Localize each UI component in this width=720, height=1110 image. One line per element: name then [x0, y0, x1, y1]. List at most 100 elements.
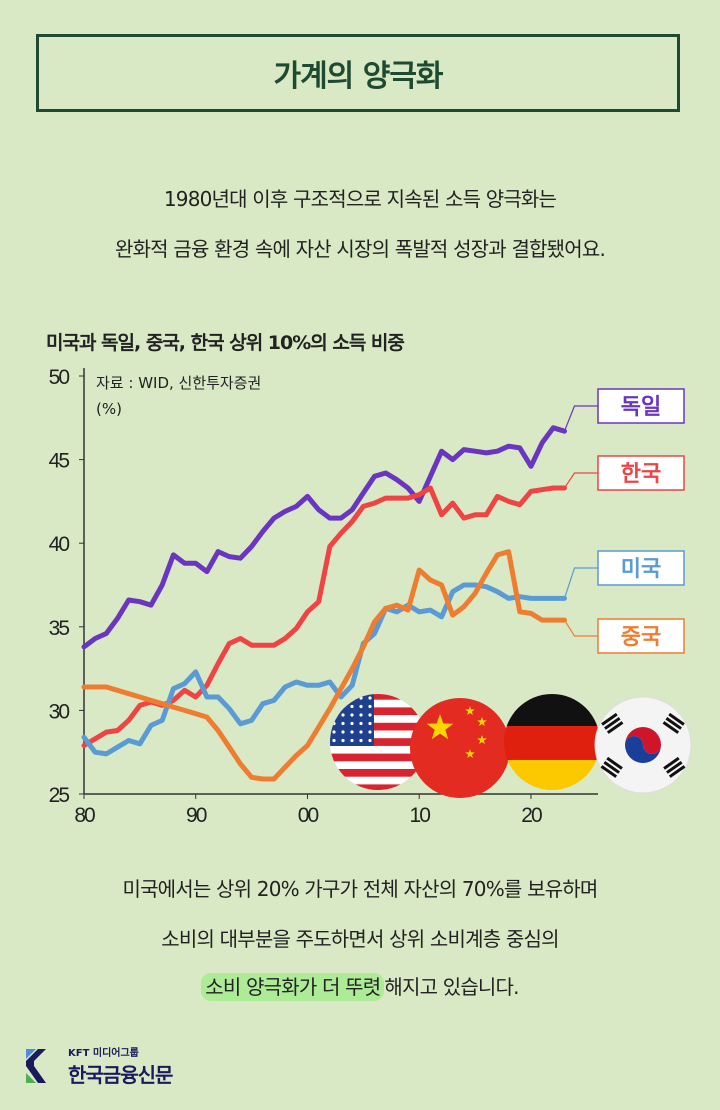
us-star [350, 696, 354, 700]
series-label: 한국 [621, 462, 661, 487]
kr-bar [666, 761, 683, 774]
y-tick-label: 30 [49, 700, 70, 723]
kr-bar [601, 712, 618, 726]
us-flag-icon [330, 694, 426, 790]
kr-trigram [601, 712, 624, 734]
kr-trigram [662, 712, 685, 734]
series-label: 중국 [621, 625, 661, 650]
us-star [359, 704, 363, 709]
us-star [368, 713, 372, 717]
china-big-star [426, 714, 454, 740]
us-star [332, 730, 336, 734]
us-star [350, 721, 354, 726]
us-star [332, 721, 336, 726]
china-flag-icon [410, 698, 510, 798]
us-star [368, 721, 372, 726]
china-small-star [465, 749, 475, 758]
y-tick-label: 40 [49, 533, 70, 556]
us-star [350, 713, 354, 717]
de-gold [504, 760, 600, 790]
de-red [504, 726, 600, 760]
us-star [341, 738, 345, 743]
us-star [359, 738, 363, 743]
us-star [341, 713, 345, 717]
label-leader [563, 472, 598, 489]
y-tick-label: 50 [49, 366, 70, 389]
us-stripe [330, 769, 426, 777]
kr-bar [665, 717, 682, 730]
kr-bar [668, 765, 686, 778]
kr-bar [668, 712, 685, 726]
us-star [359, 721, 363, 726]
kr-bar [604, 717, 621, 730]
title-box: 가계의 양극화 [36, 34, 680, 112]
us-star [359, 730, 363, 734]
page-title: 가계의 양극화 [273, 59, 443, 94]
china-bg [410, 698, 510, 798]
series-line-3 [81, 549, 567, 782]
us-star [341, 721, 345, 726]
us-star [368, 704, 372, 709]
y-tick-label: 25 [49, 784, 70, 807]
series-line-0 [81, 425, 567, 650]
body-line-3-rest: 해지고 있습니다. [384, 975, 519, 999]
us-star [359, 696, 363, 700]
us-star [368, 730, 372, 734]
us-stripe [330, 784, 426, 790]
y-axis-unit: (%) [96, 400, 122, 418]
series-label-box [597, 388, 685, 424]
germany-flag-icon [504, 694, 600, 790]
body-line-2: 소비의 대부분을 주도하면서 상위 소비계층 중심의 [161, 927, 559, 951]
series-line-1 [81, 485, 567, 748]
publisher-logo: KFT 미디어그룹 한국금융신문 [26, 1044, 173, 1088]
x-tick-label: 90 [186, 804, 207, 827]
series-label-box [597, 550, 685, 586]
x-tick-label: 00 [298, 804, 319, 827]
kr-bar [663, 756, 680, 770]
x-tick-label: 10 [410, 804, 431, 827]
body-line-3: 소비 양극화가 더 뚜렷 해지고 있습니다. [0, 971, 720, 1001]
us-stripe [330, 753, 426, 762]
series-label-box [597, 618, 685, 654]
label-leader [563, 567, 598, 599]
china-small-star [477, 735, 487, 744]
china-small-star [465, 706, 475, 715]
highlighted-text: 소비 양극화가 더 뚜렷 [201, 973, 385, 1001]
kr-bar [662, 721, 680, 734]
us-stripe [330, 738, 426, 746]
y-tick-label: 45 [49, 450, 70, 473]
us-star [350, 704, 354, 709]
us-star [368, 738, 372, 743]
kr-red [625, 727, 661, 754]
chart-title: 미국과 독일, 중국, 한국 상위 10%의 소득 비중 [46, 332, 405, 354]
us-star [350, 730, 354, 734]
series-label-box [597, 455, 685, 491]
us-star [332, 738, 336, 743]
series-label: 미국 [621, 557, 661, 582]
x-tick-label: 80 [74, 804, 95, 827]
kr-bar [606, 756, 623, 770]
body-line-1: 미국에서는 상위 20% 가구가 전체 자산의 70%를 보유하며 [122, 877, 598, 901]
us-star [350, 738, 354, 743]
intro-line-2: 완화적 금융 환경 속에 자산 시장의 폭발적 성장과 결합됐어요. [114, 237, 606, 261]
x-tick-label: 20 [521, 804, 542, 827]
de-black [504, 694, 600, 726]
logo-name: 한국금융신문 [68, 1063, 173, 1087]
us-stripe [330, 694, 426, 700]
us-stripe [330, 707, 426, 716]
us-star [341, 704, 345, 709]
y-tick-label: 35 [49, 617, 70, 640]
kr-bar [600, 765, 618, 778]
us-stripe [330, 722, 426, 731]
kr-bar [603, 761, 620, 774]
us-star [368, 696, 372, 700]
logo-subtitle: KFT 미디어그룹 [68, 1048, 139, 1059]
china-small-star [477, 717, 487, 726]
series-line-2 [81, 582, 567, 757]
korea-flag-icon [594, 696, 692, 794]
chart-source: 자료 : WID, 신한투자증권 [96, 374, 261, 392]
kft-logo-icon [26, 1049, 46, 1083]
label-leader [563, 619, 598, 637]
